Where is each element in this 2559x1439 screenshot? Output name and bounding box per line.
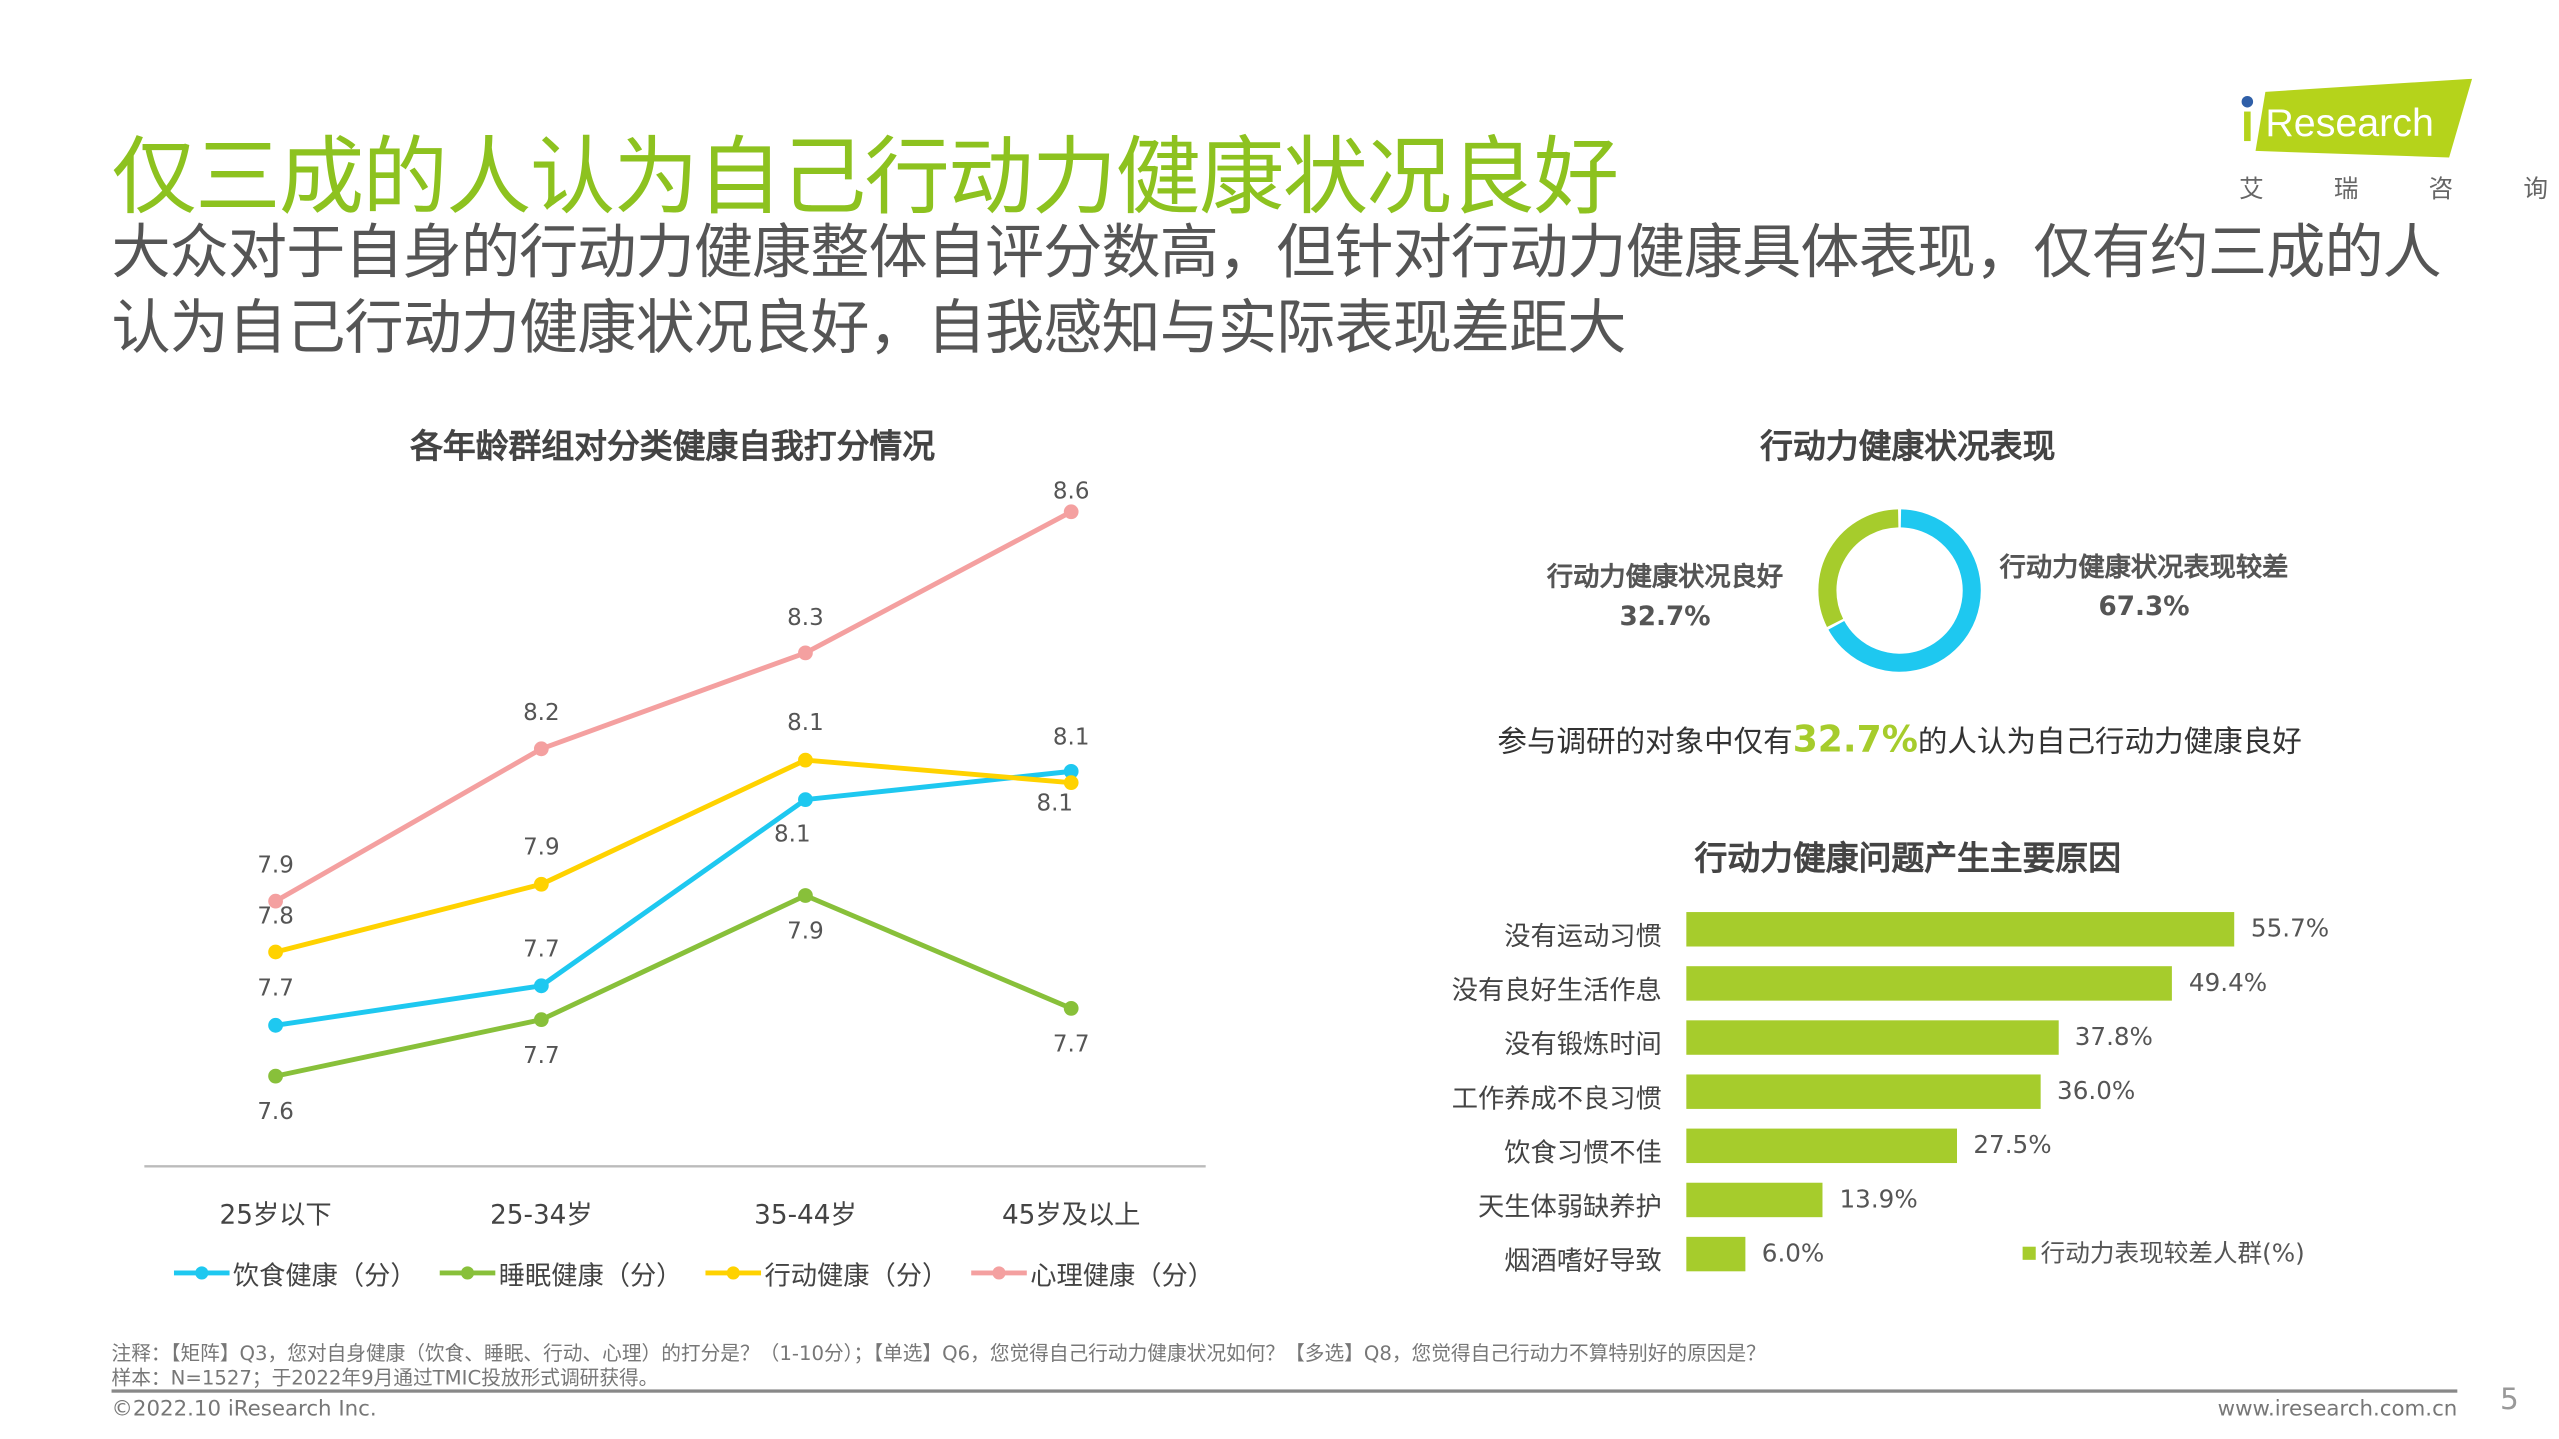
bar xyxy=(1686,1128,1957,1164)
data-label: 7.9 xyxy=(787,918,824,945)
data-label: 8.3 xyxy=(787,605,824,632)
series-line xyxy=(275,892,1073,1079)
x-tick-label: 25岁以下 xyxy=(219,1199,332,1231)
bar-category-label: 天生体弱缺养护 xyxy=(1477,1190,1662,1223)
legend-swatch xyxy=(2022,1245,2036,1260)
bar-category-label: 烟酒嗜好导致 xyxy=(1504,1245,1662,1277)
data-point xyxy=(798,752,813,768)
legend-item: 睡眠健康（分） xyxy=(439,1253,682,1292)
footer-divider xyxy=(111,1389,2458,1392)
bar-value-label: 6.0% xyxy=(1761,1238,1825,1269)
website-link[interactable]: www.iresearch.com.cn xyxy=(2217,1397,2458,1423)
iresearch-logo: Research 艾 瑞 咨 询 xyxy=(2239,78,2559,204)
data-label: 7.7 xyxy=(257,976,294,1003)
data-point xyxy=(533,876,549,892)
series-line xyxy=(274,757,1072,955)
data-point xyxy=(1063,775,1079,791)
bar-value-label: 27.5% xyxy=(1973,1130,2052,1160)
legend-item: 饮食健康（分） xyxy=(173,1253,417,1292)
data-label: 8.1 xyxy=(1052,725,1090,752)
svg-text:Research: Research xyxy=(2265,101,2433,145)
line-legend: 饮食健康（分） 睡眠健康（分） 行动健康（分） 心理健康（分） xyxy=(173,1253,1214,1292)
data-label: 8.6 xyxy=(1052,478,1090,506)
bar-value-label: 36.0% xyxy=(2057,1076,2136,1106)
page-number: 5 xyxy=(2499,1382,2519,1418)
data-point xyxy=(268,944,283,960)
series-line xyxy=(275,768,1072,1028)
data-point xyxy=(798,888,813,903)
data-label: 7.9 xyxy=(523,835,560,862)
donut-label-good: 行动力健康状况良好 32.7% xyxy=(1546,561,1784,632)
bar xyxy=(1686,1020,2059,1055)
data-point xyxy=(798,792,813,807)
bar-category-label: 没有良好生活作息 xyxy=(1451,974,1662,1006)
bar-category-label: 没有运动习惯 xyxy=(1504,920,1662,952)
page-subtitle: 大众对于自身的行动力健康整体自评分数高，但针对行动力健康具体表现，仅有约三成的人… xyxy=(111,219,2442,363)
data-point xyxy=(268,1068,283,1084)
bar-category-label: 饮食习惯不佳 xyxy=(1504,1136,1662,1168)
x-tick-label: 45岁及以上 xyxy=(1001,1199,1141,1231)
page-title: 仅三成的人认为自己行动力健康状况良好 xyxy=(111,129,1620,229)
data-point xyxy=(798,645,813,661)
data-point xyxy=(268,893,283,909)
sample-note: 样本：N=1527；于2022年9月通过TMIC投放形式调研获得。 xyxy=(111,1366,659,1390)
logo-cn: 艾 瑞 咨 询 xyxy=(2239,173,2559,204)
bar-value-label: 49.4% xyxy=(2188,967,2268,998)
bar-category-label: 工作养成不良习惯 xyxy=(1451,1082,1662,1114)
donut-slice-good xyxy=(1818,509,1899,627)
bar xyxy=(1686,966,2173,1001)
bar xyxy=(1686,1182,1824,1218)
bar-row: 没有良好生活作息 49.4% xyxy=(0,966,2559,1006)
footnote: 注释：【矩阵】Q3，您对自身健康（饮食、睡眠、行动、心理）的打分是？（1-10分… xyxy=(111,1341,1766,1365)
bar-row: 饮食习惯不佳 27.5% xyxy=(0,1128,2559,1168)
data-label: 7.7 xyxy=(1052,1031,1090,1058)
bar xyxy=(1686,1236,1746,1272)
data-label: 7.7 xyxy=(523,1042,560,1069)
data-label: 7.6 xyxy=(257,1099,294,1126)
copyright: ©2022.10 iResearch Inc. xyxy=(111,1397,377,1423)
data-label: 7.9 xyxy=(257,853,294,880)
data-label: 8.2 xyxy=(523,701,560,728)
data-label: 8.1 xyxy=(787,710,824,738)
x-tick-label: 25-34岁 xyxy=(490,1199,593,1231)
legend-item: 行动健康（分） xyxy=(705,1253,948,1292)
bar-row: 工作养成不良习惯 36.0% xyxy=(0,1074,2559,1114)
bar-value-label: 37.8% xyxy=(2074,1021,2153,1052)
series-line xyxy=(274,509,1073,904)
bar-value-label: 13.9% xyxy=(1839,1184,1918,1214)
data-label: 8.1 xyxy=(1036,790,1074,818)
data-point xyxy=(1063,763,1079,779)
data-label: 7.7 xyxy=(523,936,560,963)
donut-chart-title: 行动力健康状况表现 xyxy=(1760,426,2056,466)
data-label: 7.8 xyxy=(257,904,294,931)
data-point xyxy=(533,741,549,757)
data-point xyxy=(268,1017,283,1033)
data-point xyxy=(1063,1001,1079,1016)
bar-category-label: 没有锻炼时间 xyxy=(1504,1028,1662,1060)
line-chart-title: 各年龄群组对分类健康自我打分情况 xyxy=(410,426,936,466)
data-label: 8.1 xyxy=(774,822,811,849)
data-point xyxy=(533,978,549,994)
bar-row: 没有锻炼时间 37.8% xyxy=(0,1020,2559,1060)
data-point xyxy=(533,1012,549,1028)
bar-legend: 行动力表现较差人群(%) xyxy=(2022,1235,2305,1269)
x-tick-label: 35-44岁 xyxy=(754,1199,857,1231)
data-point xyxy=(1063,504,1079,520)
bar-row: 没有运动习惯 55.7% xyxy=(0,912,2559,951)
bar-row: 天生体弱缺养护 13.9% xyxy=(0,1182,2559,1222)
bar xyxy=(1686,1074,2041,1109)
line-chart xyxy=(144,504,1206,1168)
bar-value-label: 55.7% xyxy=(2250,913,2330,944)
bar-row: 烟酒嗜好导致 6.0% xyxy=(0,1236,2559,1276)
bar xyxy=(1686,912,2235,947)
summary-sentence: 参与调研的对象中仅有32.7%的人认为自己行动力健康良好 xyxy=(1497,720,2302,762)
donut-slice-poor xyxy=(1828,509,1981,672)
donut-chart xyxy=(1818,509,1981,672)
bar-chart-title: 行动力健康问题产生主要原因 xyxy=(1694,838,2122,878)
donut-label-poor: 行动力健康状况表现较差 67.3% xyxy=(1999,551,2289,622)
legend-item: 心理健康（分） xyxy=(971,1253,1214,1292)
